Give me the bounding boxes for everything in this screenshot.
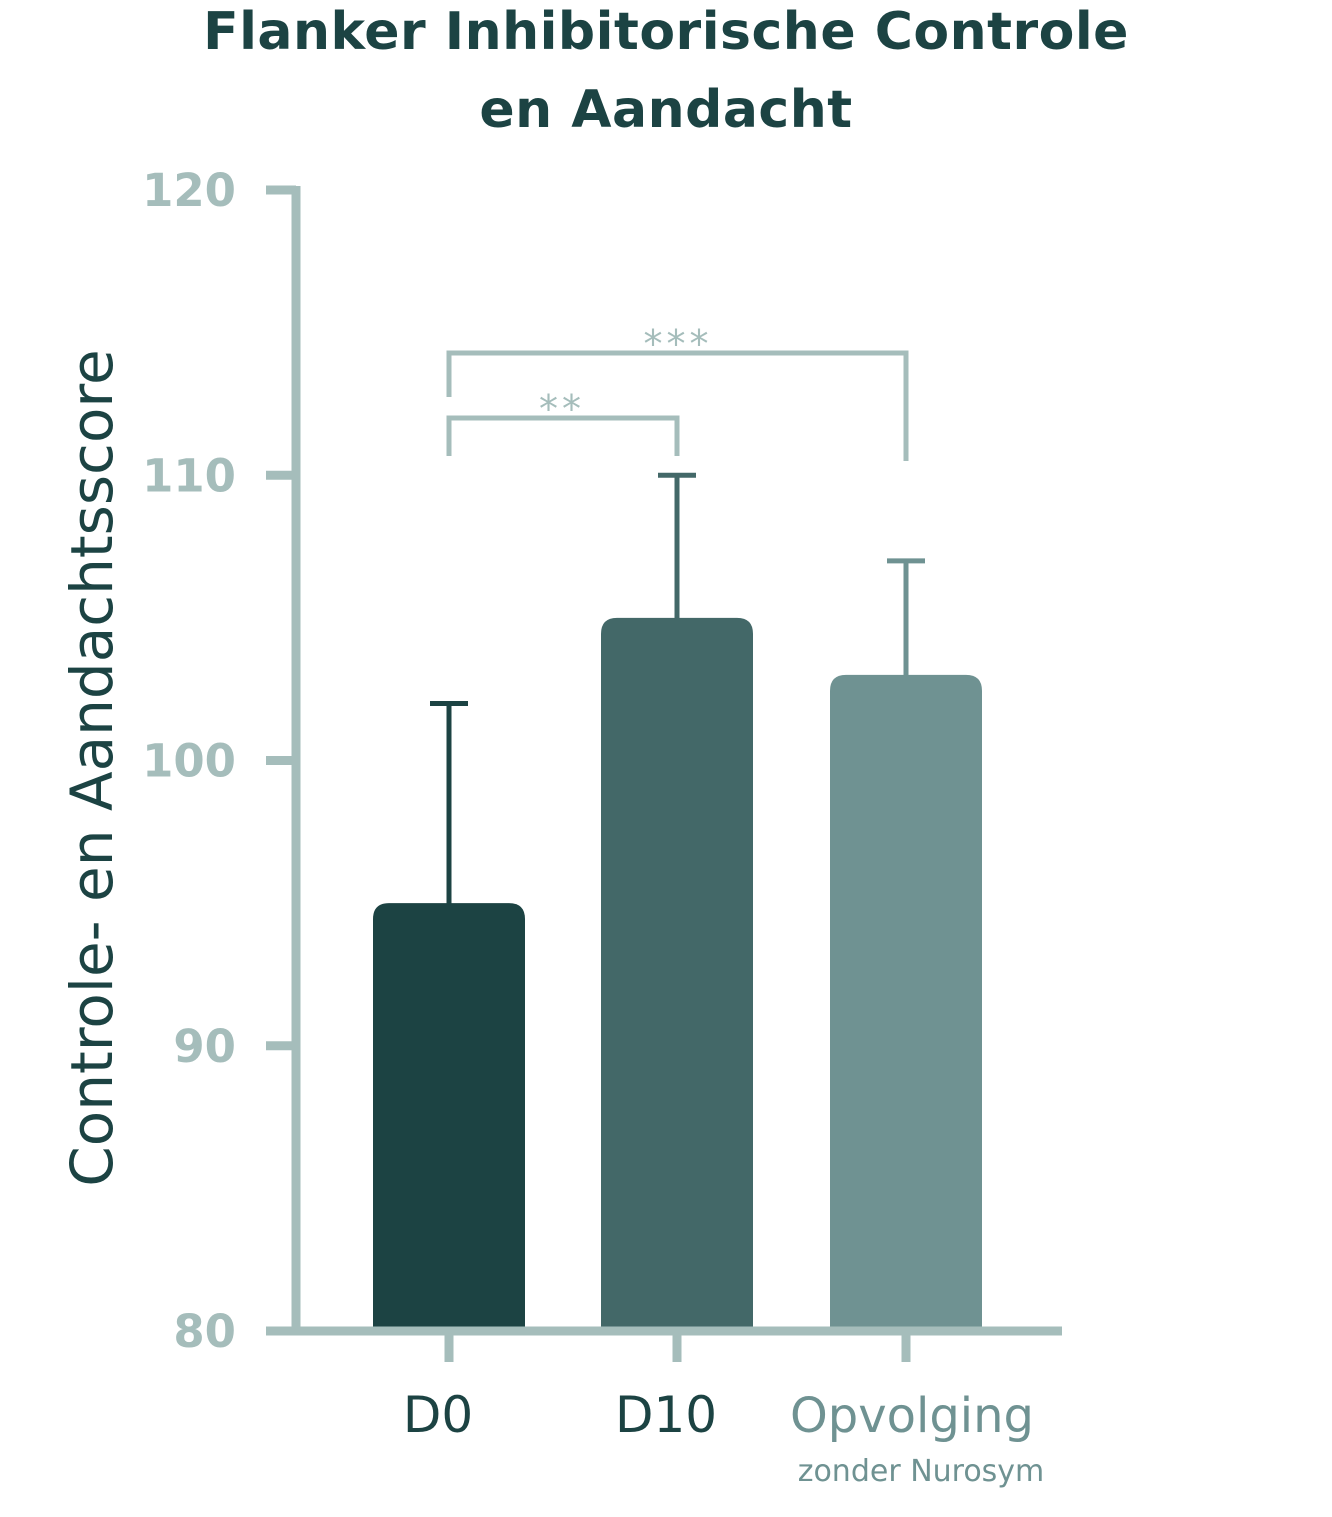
y-tick-label-4: 120 [142,164,236,217]
x-tick-label-1: D10 [615,1386,717,1444]
y-tick-label-1: 90 [173,1020,236,1073]
significance-bracket-1 [446,350,909,461]
y-tick-label-3: 110 [142,449,236,502]
bar-1 [601,617,753,1331]
x-tick-label-2: Opvolging [790,1388,1034,1444]
significance-label-1: *** [644,322,713,366]
significance-label-0: ** [539,387,585,431]
chart-title-line-1: Flanker Inhibitorische Controle [203,2,1129,62]
y-tick-label-0: 80 [173,1305,236,1358]
y-axis-label: Controle- en Aandachtsscore [58,349,126,1186]
bar-2 [830,674,982,1331]
significance-bracket-0 [446,415,680,456]
chart-title-line-2: en Aandacht [479,80,853,140]
x-tick-sublabel-2: zonder Nurosym [798,1454,1045,1489]
x-tick-label-0: D0 [403,1386,473,1444]
y-tick-label-2: 100 [142,735,236,788]
bar-0 [373,903,525,1331]
